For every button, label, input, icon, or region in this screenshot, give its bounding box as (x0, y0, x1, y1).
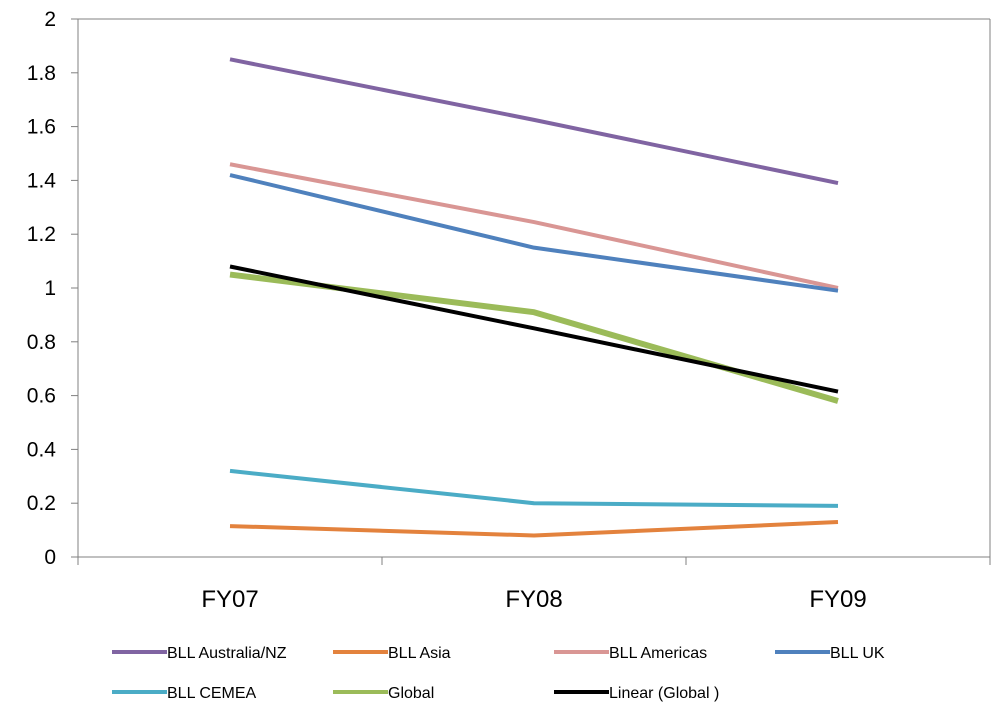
legend-label: BLL Australia/NZ (167, 645, 287, 662)
legend-label: Global (388, 685, 434, 702)
legend-label: BLL CEMEA (167, 685, 257, 702)
x-tick-label: FY08 (505, 586, 562, 613)
series-line-5 (229, 271, 839, 404)
legend-label: BLL Asia (388, 645, 451, 662)
legend-label: Linear (Global ) (609, 685, 719, 702)
y-tick-label: 0.2 (27, 492, 56, 515)
y-tick-label: 1 (44, 277, 56, 300)
series-line-0 (229, 57, 839, 186)
y-tick-label: 0 (44, 546, 56, 569)
y-tick-label: 0.6 (27, 385, 56, 408)
y-tick-label: 0.4 (27, 438, 57, 461)
series-line-3 (229, 173, 839, 293)
series-line-4 (229, 468, 839, 508)
series-line-2 (229, 162, 839, 290)
x-tick-label: FY09 (809, 586, 866, 613)
x-tick-label: FY07 (201, 586, 258, 613)
legend-label: BLL Americas (609, 645, 707, 662)
legend-label: BLL UK (830, 645, 885, 662)
y-tick-label: 0.8 (27, 331, 56, 354)
y-tick-label: 2 (44, 8, 56, 31)
y-tick-label: 1.8 (27, 62, 56, 85)
series-line-1 (229, 520, 839, 538)
y-tick-label: 1.6 (27, 116, 56, 139)
y-tick-label: 1.2 (27, 223, 56, 246)
series-line-6 (229, 264, 839, 394)
y-tick-label: 1.4 (27, 169, 57, 192)
